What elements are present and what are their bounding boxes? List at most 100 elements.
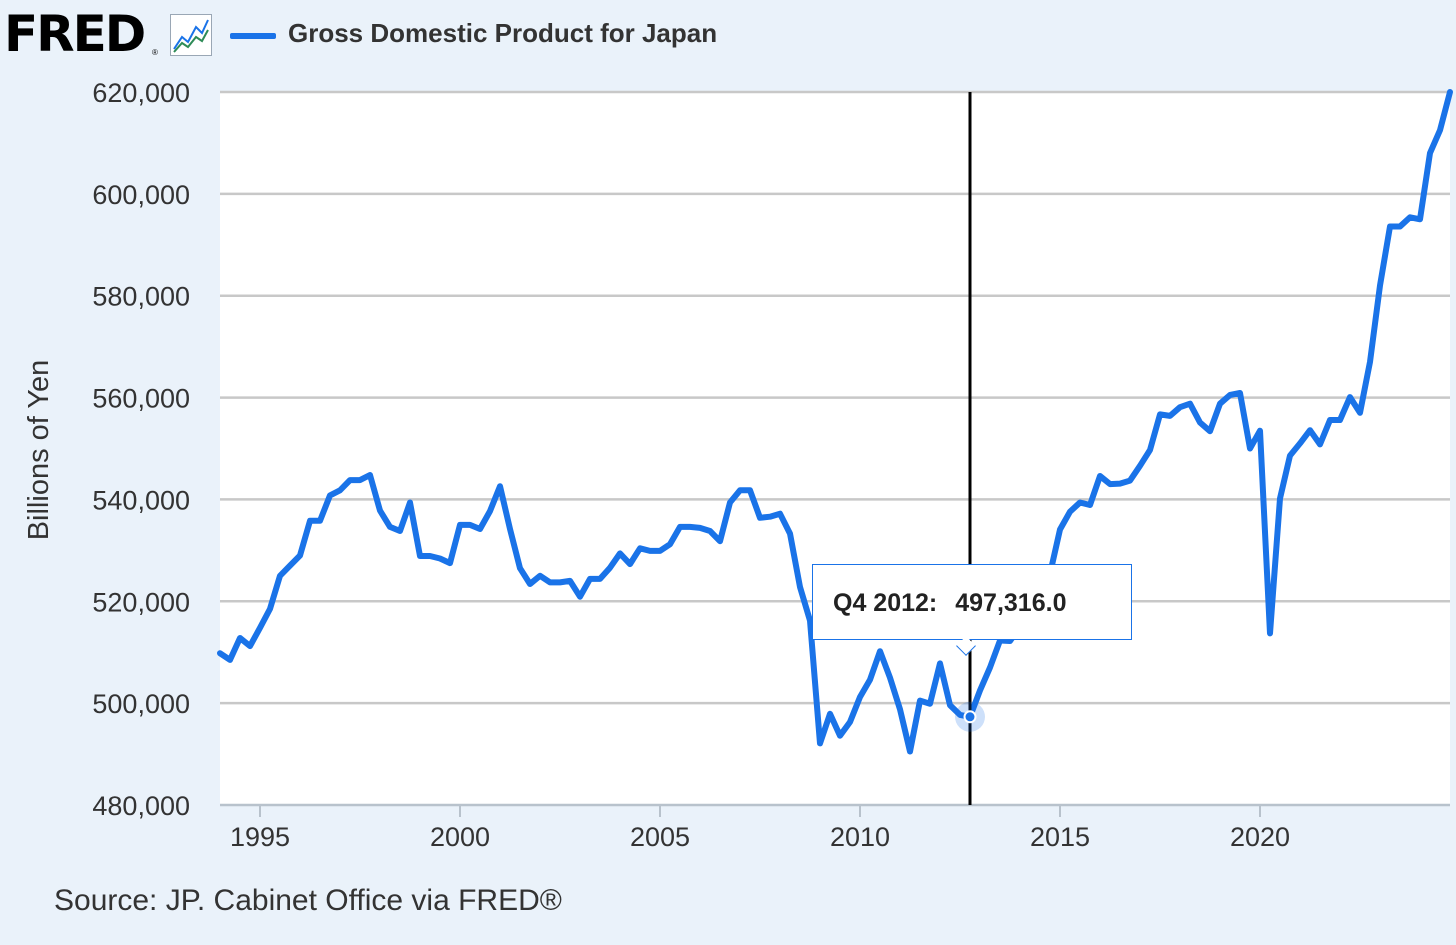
data-point [298,554,302,558]
registered-mark: ® [152,48,158,57]
data-point [1448,90,1452,94]
chart-canvas[interactable]: 480,000 500,000 520,000 540,000 560,000 580,0… [0,0,1456,880]
data-point [608,566,612,570]
data-point [1268,631,1272,635]
data-point [318,519,322,523]
data-point [1398,225,1402,229]
data-point [368,473,372,477]
series-line[interactable] [217,89,1453,755]
y-tick-labels: 480,000 500,000 520,000 540,000 560,000 580,0… [92,78,190,821]
data-point [1328,418,1332,422]
source-note[interactable]: Source: JP. Cabinet Office via FRED® [54,884,562,917]
data-point [1388,225,1392,229]
data-point [258,626,262,630]
data-point [1068,510,1072,514]
data-point [388,525,392,529]
data-point [928,702,932,706]
data-point [878,649,882,653]
x-tick-label: 2020 [1230,822,1290,852]
x-tick-label: 2005 [630,822,690,852]
data-point [658,549,662,553]
data-point [1158,412,1162,416]
data-point [708,529,712,533]
data-point [868,678,872,682]
data-point [1368,360,1372,364]
data-point [1198,421,1202,425]
data-point [768,515,772,519]
data-point [1178,405,1182,409]
legend-swatch [230,33,276,39]
data-point [588,577,592,581]
data-point [718,539,722,543]
y-tick-label: 600,000 [92,180,190,210]
data-point [888,676,892,680]
data-point [218,651,222,655]
data-point [238,636,242,640]
legend-label[interactable]: Gross Domestic Product for Japan [288,18,718,48]
chart-header: FRED ® Gross Domestic Product for Japan [0,0,1456,70]
data-point [688,525,692,529]
data-point [858,695,862,699]
data-point [228,658,232,662]
data-point [1078,501,1082,505]
data-point [918,699,922,703]
data-point [638,546,642,550]
data-point [1088,503,1092,507]
data-point [508,527,512,531]
data-point [798,585,802,589]
x-tick-label: 2010 [830,822,890,852]
data-point [1288,454,1292,458]
data-point [748,488,752,492]
data-point [578,595,582,599]
y-tick-label: 520,000 [92,587,190,617]
data-point [458,523,462,527]
tooltip-period: Q4 2012: [833,588,938,617]
plot-area [220,92,1450,805]
data-point [1258,429,1262,433]
data-point [278,574,282,578]
data-point [518,566,522,570]
data-point [498,484,502,488]
fred-logo[interactable]: FRED [4,5,146,63]
data-point [348,478,352,482]
data-point [898,707,902,711]
y-tick-label: 540,000 [92,485,190,515]
data-point [618,551,622,555]
data-point [548,580,552,584]
data-point [478,527,482,531]
data-point [628,562,632,566]
y-tick-label: 480,000 [92,791,190,821]
data-point [568,579,572,583]
x-tick-label: 1995 [230,822,290,852]
data-point [1168,414,1172,418]
y-tick-label: 500,000 [92,689,190,719]
trend-line-icon[interactable] [170,14,212,56]
x-tick-label: 2015 [1030,822,1090,852]
data-point [1208,429,1212,433]
data-point [1418,217,1422,221]
data-point [1238,391,1242,395]
y-tick-label: 620,000 [92,78,190,108]
data-point [538,574,542,578]
data-point [778,512,782,516]
data-point [488,509,492,513]
data-point [328,493,332,497]
data-point [738,488,742,492]
data-point [528,582,532,586]
data-point [978,688,982,692]
data-point [1408,215,1412,219]
tooltip: Q4 2012: 497,316.0 [812,564,1132,656]
data-point [818,741,822,745]
hover-point[interactable] [963,710,977,724]
data-point [1358,411,1362,415]
data-point [598,577,602,581]
data-point [1138,464,1142,468]
data-point [338,488,342,492]
gridlines [220,90,1450,807]
data-point [828,712,832,716]
data-point [248,644,252,648]
data-point [1228,393,1232,397]
x-tick-labels: 1995 2000 2005 2010 2015 2020 [230,805,1290,852]
data-point [1298,441,1302,445]
data-point [1318,442,1322,446]
